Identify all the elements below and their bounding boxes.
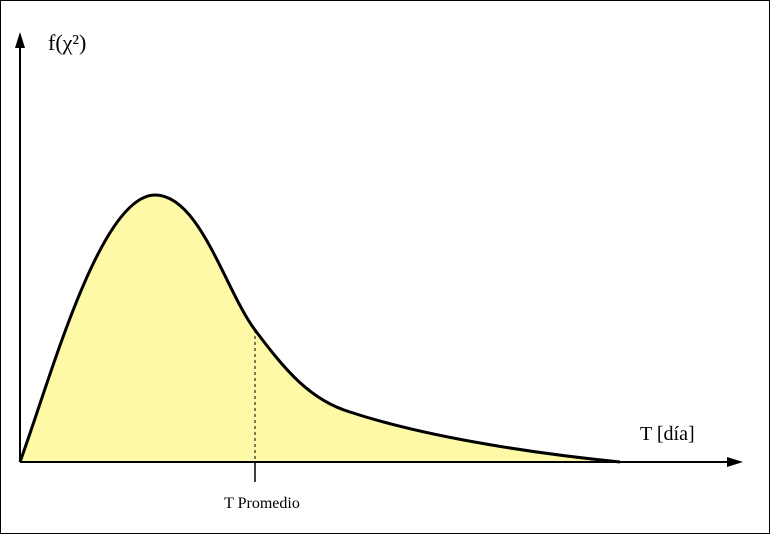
density-curve (18, 193, 621, 464)
y-axis-arrow (15, 32, 25, 48)
x-axis-label: T [día] (640, 423, 695, 445)
area-fill (20, 195, 620, 462)
x-axis-arrow (727, 457, 743, 467)
y-axis-label: f(χ²) (48, 30, 86, 55)
mean-label: T Promedio (224, 495, 300, 512)
